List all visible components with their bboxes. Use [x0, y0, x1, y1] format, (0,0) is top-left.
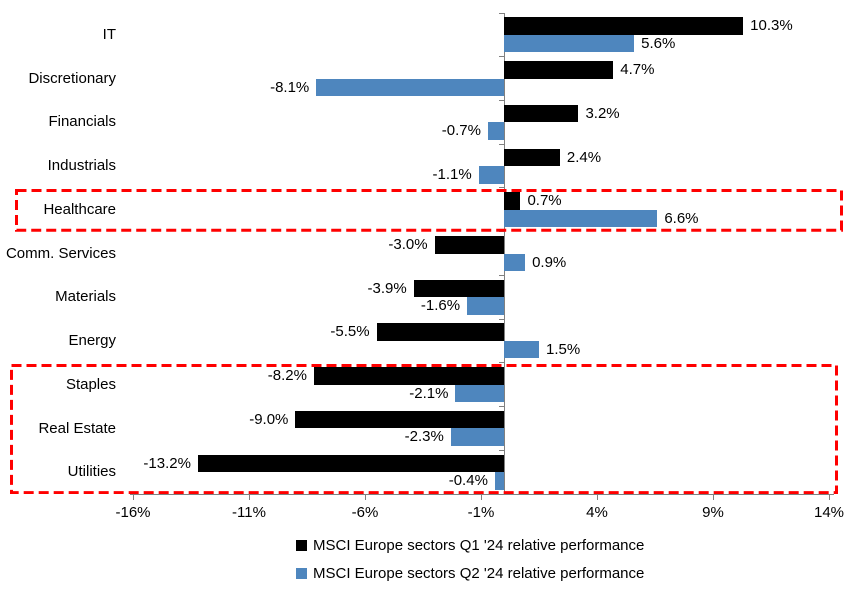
value-label-energy-series1: -5.5% [330, 323, 370, 341]
category-label-financials: Financials [48, 113, 116, 131]
category-boundary-tick [498, 449, 504, 451]
value-label-utilities-series1: -13.2% [143, 454, 191, 472]
x-axis-tick-label: -1% [467, 504, 495, 521]
bar-real-estate-series2 [450, 428, 505, 446]
category-boundary-tick [498, 231, 504, 233]
x-axis-tick-label: -11% [232, 504, 266, 521]
category-label-it: IT [102, 26, 116, 43]
value-label-financials-series1: 3.2% [585, 104, 620, 122]
value-label-discretionary-series2: -8.1% [270, 78, 310, 96]
x-axis-tick [132, 494, 134, 500]
value-label-healthcare-series2: 6.6% [664, 209, 699, 227]
category-boundary-tick [498, 12, 504, 14]
legend: MSCI Europe sectors Q1 '24 relative perf… [296, 537, 644, 582]
category-label-staples: Staples [65, 375, 116, 393]
category-label-healthcare: Healthcare [43, 200, 116, 218]
legend-item-q2: MSCI Europe sectors Q2 '24 relative perf… [296, 565, 644, 582]
category-label-discretionary: Discretionary [28, 69, 116, 87]
x-axis-line [130, 494, 834, 495]
legend-label-q2: MSCI Europe sectors Q2 '24 relative perf… [313, 565, 645, 582]
value-label-it-series2: 5.6% [641, 34, 676, 52]
bar-financials-series1 [504, 104, 579, 123]
category-boundary-tick [498, 56, 504, 58]
value-label-real-estate-series1: -9.0% [249, 410, 289, 428]
value-label-comm-services-series2: 0.9% [532, 253, 567, 271]
bar-materials-series1 [413, 279, 505, 298]
value-label-energy-series2: 1.5% [546, 340, 581, 358]
x-axis-tick [828, 494, 830, 500]
x-axis-tick [596, 494, 598, 500]
value-label-financials-series2: -0.7% [441, 122, 481, 140]
bar-energy-series2 [504, 340, 539, 359]
value-label-discretionary-series1: 4.7% [620, 61, 655, 79]
legend-label-q1: MSCI Europe sectors Q1 '24 relative perf… [313, 537, 645, 554]
category-boundary-tick [498, 362, 504, 364]
category-boundary-tick [498, 274, 504, 276]
category-label-materials: Materials [55, 288, 116, 306]
bar-it-series1 [504, 17, 744, 35]
value-label-it-series1: 10.3% [750, 17, 793, 35]
bar-materials-series2 [467, 297, 505, 315]
category-label-utilities: Utilities [67, 463, 116, 481]
x-axis-tick [480, 494, 482, 500]
bar-staples-series1 [313, 367, 505, 385]
bar-utilities-series1 [197, 454, 505, 473]
bar-staples-series2 [455, 384, 505, 403]
category-boundary-tick [498, 406, 504, 408]
category-label-industrials: Industrials [47, 157, 116, 175]
bar-energy-series1 [376, 323, 505, 341]
legend-swatch-q1-icon [296, 540, 307, 551]
bar-healthcare-series1 [504, 192, 521, 210]
x-axis-tick-label: -16% [115, 504, 151, 521]
bar-discretionary-series2 [316, 78, 505, 97]
bar-it-series2 [504, 34, 635, 53]
value-label-industrials-series1: 2.4% [566, 148, 602, 166]
legend-item-q1: MSCI Europe sectors Q1 '24 relative perf… [296, 537, 644, 554]
value-label-materials-series2: -1.6% [420, 297, 461, 315]
x-axis-tick-label: 14% [813, 504, 845, 521]
value-label-comm-services-series1: -3.0% [388, 236, 428, 253]
bar-financials-series2 [487, 122, 505, 140]
x-axis-tick [248, 494, 250, 500]
bar-industrials-series2 [478, 166, 505, 184]
value-label-utilities-series2: -0.4% [448, 472, 488, 490]
value-label-staples-series1: -8.2% [267, 367, 307, 385]
category-boundary-tick [498, 493, 504, 495]
category-label-energy: Energy [68, 332, 116, 350]
bar-healthcare-series2 [504, 209, 658, 228]
value-label-industrials-series2: -1.1% [432, 166, 472, 184]
value-label-healthcare-series1: 0.7% [527, 192, 562, 210]
category-boundary-tick [498, 143, 504, 145]
x-axis-tick [712, 494, 714, 500]
highlight-box-healthcare [15, 189, 843, 233]
bar-discretionary-series1 [504, 61, 614, 79]
category-boundary-tick [498, 187, 504, 189]
category-label-comm-services: Comm. Services [5, 244, 116, 262]
value-label-real-estate-series2: -2.3% [404, 428, 444, 446]
x-axis-tick-label: 4% [586, 504, 608, 521]
bar-utilities-series2 [494, 472, 505, 490]
bar-real-estate-series1 [295, 410, 505, 429]
x-axis-tick [364, 494, 366, 500]
value-label-staples-series2: -2.1% [409, 384, 449, 402]
bar-comm-services-series1 [434, 236, 505, 254]
legend-swatch-q2-icon [296, 568, 307, 579]
x-axis-tick-label: 9% [702, 504, 724, 521]
bar-industrials-series1 [504, 148, 560, 167]
category-boundary-tick [498, 318, 504, 320]
x-axis-tick-label: -6% [351, 504, 379, 521]
category-label-real-estate: Real Estate [38, 419, 116, 437]
bar-comm-services-series2 [504, 253, 526, 271]
value-label-materials-series1: -3.9% [367, 279, 407, 297]
category-boundary-tick [498, 99, 504, 101]
